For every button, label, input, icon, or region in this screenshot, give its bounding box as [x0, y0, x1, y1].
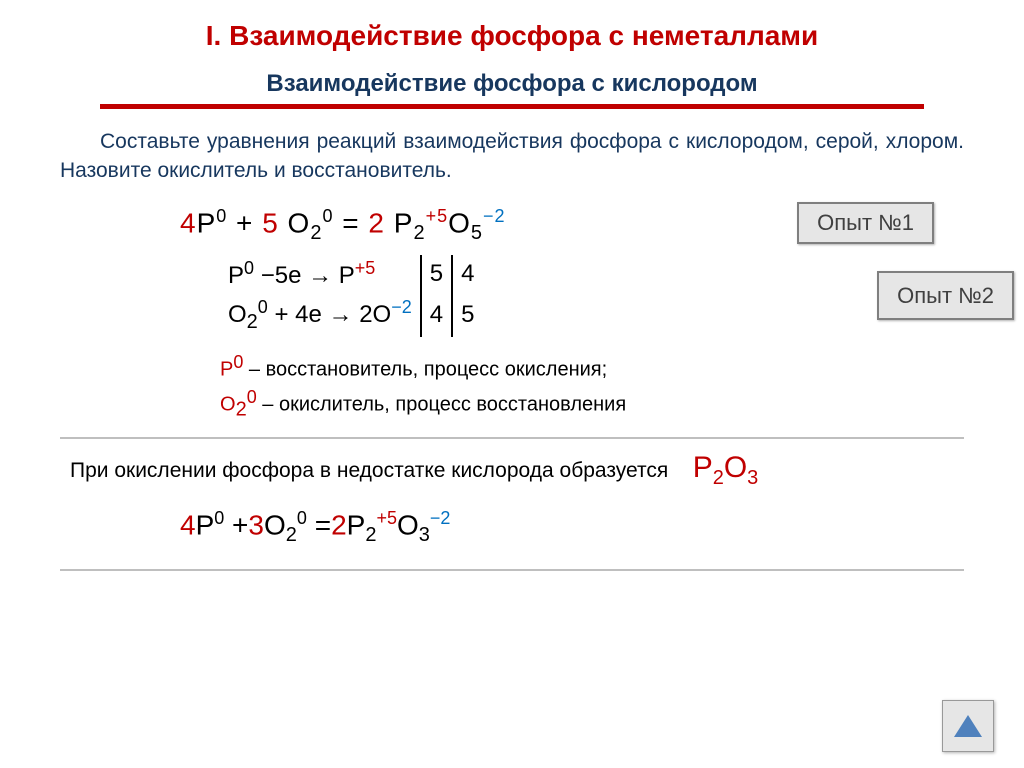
subtitle: Взаимодействие фосфора с кислородом	[60, 70, 964, 98]
main-title: I. Взаимодействие фосфора с неметаллами	[60, 20, 964, 52]
experiment-1-button[interactable]: Опыт №1	[797, 202, 934, 244]
half-reactions: P0 −5e → P+5 5 4 O20 + 4e → 2O−2 4 5 Опы…	[220, 255, 964, 337]
equation-2: 4P0 +3O20 =2P2+5O3−2	[180, 508, 964, 547]
divider-grey	[60, 437, 964, 439]
task-text: Составьте уравнения реакций взаимодейств…	[60, 127, 964, 186]
nav-up-button[interactable]	[942, 700, 994, 752]
bottom-line: При окислении фосфора в недостатке кисло…	[60, 451, 964, 490]
experiment-2-button[interactable]: Опыт №2	[877, 271, 1014, 320]
redox-roles: P0 – восстановитель, процесс окисления; …	[220, 349, 964, 425]
arrow-up-icon	[954, 715, 982, 737]
product-formula: P2O3	[693, 451, 759, 484]
divider-grey-2	[60, 569, 964, 571]
divider-red	[100, 104, 924, 109]
